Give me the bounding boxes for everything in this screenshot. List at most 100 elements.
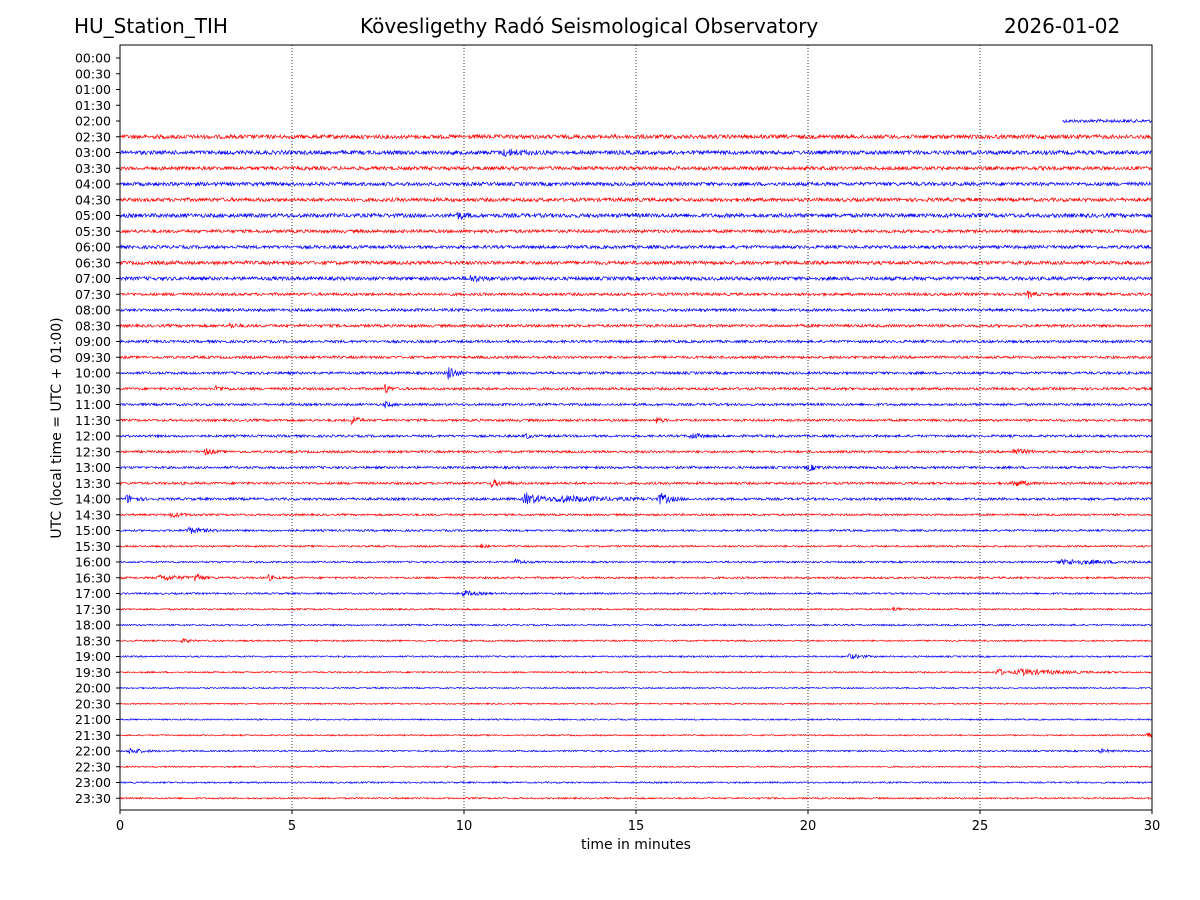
y-tick-label: 02:30: [75, 129, 111, 144]
x-tick-label: 30: [1144, 819, 1161, 834]
trace-1930: [119, 668, 1152, 677]
trace-2200: [119, 747, 1152, 755]
y-tick-label: 23:30: [75, 791, 111, 806]
trace-1400: [119, 492, 1152, 505]
trace-0800: [119, 307, 1152, 313]
trace-2230: [119, 765, 1152, 769]
y-tick-label: 15:00: [75, 523, 111, 538]
y-tick-label: 12:30: [75, 444, 111, 459]
trace-0200: [1062, 118, 1153, 124]
y-tick-label: 10:00: [75, 366, 111, 381]
x-tick-label: 10: [456, 819, 473, 834]
trace-0630: [119, 259, 1152, 266]
trace-1430: [119, 511, 1152, 519]
trace-1900: [119, 653, 1152, 660]
y-tick-label: 10:30: [75, 381, 111, 396]
y-tick-label: 01:00: [75, 82, 111, 97]
y-tick-label: 12:00: [75, 429, 111, 444]
trace-1700: [119, 590, 1152, 598]
y-tick-label: 14:30: [75, 507, 111, 522]
trace-1000: [119, 367, 1152, 380]
trace-0500: [119, 212, 1152, 221]
trace-1500: [119, 525, 1152, 534]
trace-1330: [119, 478, 1152, 489]
trace-2030: [119, 702, 1152, 706]
y-tick-label: 21:00: [75, 712, 111, 727]
y-tick-label: 21:30: [75, 728, 111, 743]
x-tick-label: 0: [116, 819, 124, 834]
trace-0900: [119, 338, 1152, 345]
y-tick-label: 15:30: [75, 539, 111, 554]
y-tick-label: 04:00: [75, 177, 111, 192]
y-tick-label: 20:30: [75, 696, 111, 711]
y-tick-label: 20:00: [75, 681, 111, 696]
y-tick-label: 18:30: [75, 633, 111, 648]
y-tick-label: 18:00: [75, 618, 111, 633]
trace-1030: [119, 383, 1152, 394]
y-tick-label: 11:30: [75, 413, 111, 428]
x-tick-label: 25: [972, 819, 989, 834]
y-tick-label: 00:00: [75, 51, 111, 66]
x-tick-label: 5: [288, 819, 296, 834]
y-tick-label: 13:00: [75, 460, 111, 475]
y-tick-label: 09:00: [75, 334, 111, 349]
x-tick-label: 20: [800, 819, 817, 834]
trace-1230: [119, 447, 1152, 456]
trace-2300: [119, 780, 1152, 785]
y-tick-label: 03:00: [75, 145, 111, 160]
trace-0300: [119, 148, 1152, 158]
y-tick-label: 16:00: [75, 555, 111, 570]
trace-0530: [119, 228, 1152, 235]
y-tick-label: 05:30: [75, 224, 111, 239]
y-tick-label: 22:00: [75, 744, 111, 759]
y-tick-label: 11:00: [75, 397, 111, 412]
y-tick-label: 23:00: [75, 775, 111, 790]
trace-2130: [119, 732, 1152, 738]
trace-1130: [119, 416, 1152, 426]
y-tick-label: 00:30: [75, 66, 111, 81]
trace-1800: [119, 623, 1152, 627]
y-tick-label: 16:30: [75, 570, 111, 585]
y-tick-label: 17:30: [75, 602, 111, 617]
trace-0600: [119, 244, 1152, 250]
y-tick-label: 06:00: [75, 240, 111, 255]
trace-2000: [119, 686, 1152, 690]
trace-1100: [119, 400, 1152, 409]
y-tick-label: 22:30: [75, 759, 111, 774]
trace-1730: [119, 606, 1152, 612]
trace-1300: [119, 464, 1152, 472]
trace-2100: [119, 717, 1152, 722]
trace-0400: [119, 180, 1152, 188]
x-axis-label: time in minutes: [581, 837, 691, 853]
trace-0830: [119, 321, 1152, 329]
trace-0330: [119, 165, 1152, 172]
trace-0700: [119, 274, 1152, 283]
trace-0230: [119, 133, 1152, 141]
y-tick-label: 13:30: [75, 476, 111, 491]
y-tick-label: 05:00: [75, 208, 111, 223]
y-tick-label: 01:30: [75, 98, 111, 113]
x-tick-label: 15: [628, 819, 645, 834]
trace-2330: [119, 796, 1152, 801]
y-axis-label: UTC (local time = UTC + 01:00): [49, 317, 65, 539]
y-tick-label: 17:00: [75, 586, 111, 601]
y-tick-label: 06:30: [75, 255, 111, 270]
trace-1600: [119, 558, 1152, 566]
y-tick-label: 07:30: [75, 287, 111, 302]
y-tick-label: 14:00: [75, 492, 111, 507]
trace-0730: [119, 290, 1152, 299]
observatory-title: Kövesligethy Radó Seismological Observat…: [360, 14, 819, 38]
date-title: 2026-01-02: [1004, 14, 1121, 38]
y-tick-label: 03:30: [75, 161, 111, 176]
trace-1530: [119, 543, 1152, 549]
trace-0430: [119, 196, 1152, 203]
trace-1630: [119, 573, 1152, 582]
trace-0930: [119, 354, 1152, 360]
y-tick-label: 09:30: [75, 350, 111, 365]
y-tick-label: 02:00: [75, 114, 111, 129]
y-tick-label: 19:30: [75, 665, 111, 680]
y-tick-label: 04:30: [75, 192, 111, 207]
y-tick-label: 08:30: [75, 318, 111, 333]
y-tick-label: 07:00: [75, 271, 111, 286]
